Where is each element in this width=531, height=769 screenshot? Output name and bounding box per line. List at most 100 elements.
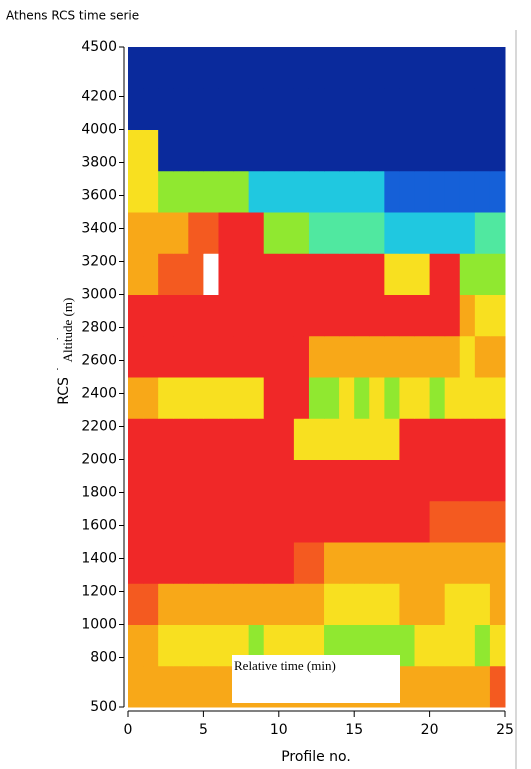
heatmap-cell — [128, 459, 144, 502]
heatmap-cell — [354, 47, 370, 89]
heatmap-cell — [143, 624, 159, 667]
heatmap-cell — [188, 542, 204, 584]
heatmap-cell — [143, 542, 159, 584]
heatmap-cell — [459, 212, 476, 254]
heatmap-cell — [278, 542, 295, 584]
heatmap-cell — [324, 377, 340, 419]
heatmap-cell — [339, 542, 355, 584]
heatmap-cell — [384, 418, 400, 460]
heatmap-cell — [203, 418, 219, 460]
heatmap-cell — [158, 583, 174, 625]
heatmap-cell — [158, 500, 174, 543]
heatmap-cell — [263, 88, 280, 130]
heatmap-cell — [399, 335, 416, 378]
heatmap-cell — [218, 542, 235, 584]
heatmap-cell — [444, 129, 461, 172]
y-tick-label: 2800 — [81, 320, 117, 336]
heatmap-cell — [324, 542, 340, 584]
heatmap-cell — [384, 212, 400, 254]
heatmap-cell — [474, 377, 491, 419]
heatmap-cell — [248, 47, 265, 89]
heatmap-cell — [203, 170, 219, 213]
heatmap-cell — [278, 170, 295, 213]
heatmap-cell — [459, 335, 476, 378]
heatmap-cell — [248, 129, 265, 172]
heatmap-cell — [248, 377, 265, 419]
heatmap-cell — [429, 665, 446, 708]
y-tick-label: 800 — [90, 650, 117, 666]
heatmap-cell — [263, 377, 280, 419]
heatmap-cell — [278, 459, 295, 502]
y-tick-label: 2600 — [81, 353, 117, 369]
heatmap-cell — [173, 377, 189, 419]
y-tick-label: 4500 — [81, 39, 117, 55]
heatmap-cell — [339, 294, 355, 337]
heatmap-cell — [324, 500, 340, 543]
heatmap-cell — [203, 459, 219, 502]
heatmap-cell — [293, 129, 310, 172]
heatmap-cell — [489, 335, 506, 378]
heatmap-cell — [384, 542, 400, 584]
heatmap-cell — [233, 377, 250, 419]
heatmap-cell — [218, 377, 235, 419]
heatmap-cell — [444, 583, 461, 625]
heatmap-cell — [128, 253, 144, 295]
heatmap-cell — [143, 47, 159, 89]
heatmap-cell — [354, 459, 370, 502]
heatmap-cell — [248, 335, 265, 378]
heatmap-cell — [429, 500, 446, 543]
heatmap-cell — [308, 129, 325, 172]
heatmap-cell — [248, 418, 265, 460]
heatmap-cell — [308, 418, 325, 460]
heatmap-cell — [339, 418, 355, 460]
heatmap-cell — [489, 253, 506, 295]
heatmap-cell — [444, 377, 461, 419]
heatmap-cell — [339, 88, 355, 130]
heatmap-cell — [233, 335, 250, 378]
heatmap-cell — [414, 459, 431, 502]
heatmap-cell — [429, 253, 446, 295]
heatmap-cell — [429, 212, 446, 254]
heatmap-cell — [233, 459, 250, 502]
heatmap-cell — [293, 212, 310, 254]
heatmap-cell — [414, 624, 431, 667]
heatmap-cell — [218, 583, 235, 625]
heatmap-cell — [188, 88, 204, 130]
heatmap-cell — [173, 459, 189, 502]
heatmap-cell — [188, 47, 204, 89]
heatmap-cell — [293, 542, 310, 584]
heatmap-cell — [444, 624, 461, 667]
heatmap-cell — [384, 500, 400, 543]
heatmap-cell — [459, 294, 476, 337]
heatmap-cell — [173, 665, 189, 708]
heatmap-cell — [263, 542, 280, 584]
heatmap-cell — [339, 459, 355, 502]
heatmap-cell — [158, 212, 174, 254]
heatmap-cell — [324, 418, 340, 460]
heatmap-cell — [399, 500, 416, 543]
heatmap-cell — [188, 212, 204, 254]
heatmap-cell — [399, 170, 416, 213]
heatmap-cell — [429, 170, 446, 213]
heatmap-cell — [293, 418, 310, 460]
heatmap-cell — [278, 294, 295, 337]
heatmap-cell — [218, 459, 235, 502]
heatmap-cell — [489, 212, 506, 254]
heatmap-cell — [188, 418, 204, 460]
heatmap-cell — [444, 294, 461, 337]
heatmap-cell — [263, 47, 280, 89]
heatmap-cell — [384, 583, 400, 625]
heatmap-cell — [474, 294, 491, 337]
heatmap-cell — [143, 253, 159, 295]
heatmap-cell — [369, 583, 385, 625]
heatmap-cell — [143, 500, 159, 543]
heatmap-cell — [474, 335, 491, 378]
heatmap-cell — [128, 624, 144, 667]
heatmap-cell — [278, 418, 295, 460]
heatmap-cell — [414, 418, 431, 460]
heatmap-cell — [339, 377, 355, 419]
heatmap-cell — [308, 335, 325, 378]
heatmap-cell — [143, 418, 159, 460]
heatmap-cell — [444, 500, 461, 543]
heatmap-cell — [489, 624, 506, 667]
